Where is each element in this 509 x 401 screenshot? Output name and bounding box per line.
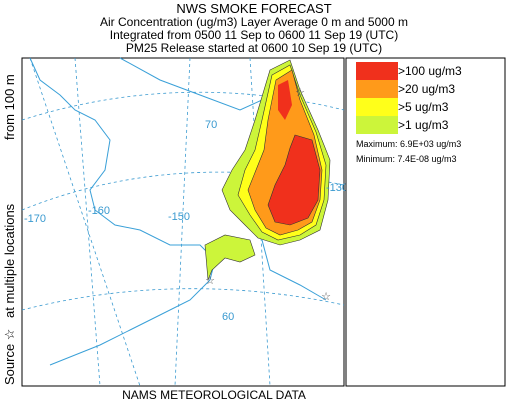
- side-label: from 100 m: [2, 74, 17, 140]
- legend-swatch: [356, 98, 398, 116]
- map-label: -170: [24, 213, 46, 225]
- source-marker: ☆: [205, 275, 215, 287]
- legend: >100 ug/m3 >20 ug/m3 >5 ug/m3 >1 ug/m3: [356, 62, 462, 134]
- map-label: 60: [222, 311, 234, 323]
- side-label: Source ☆: [2, 329, 17, 385]
- coastline: [119, 57, 263, 111]
- source-marker: ☆: [321, 291, 331, 303]
- source-marker: ☆: [295, 87, 305, 99]
- coastline: [49, 279, 211, 366]
- legend-label: >100 ug/m3: [398, 64, 462, 78]
- map-label: -160: [88, 205, 110, 217]
- coastline: [29, 57, 216, 281]
- subtitle: Air Concentration (ug/m3) Layer Average …: [100, 15, 408, 29]
- legend-maximum: Maximum: 6.9E+03 ug/m3: [356, 139, 461, 149]
- smoke-contour: [267, 134, 321, 226]
- subtitle: Integrated from 0500 11 Sep to 0600 11 S…: [110, 28, 398, 42]
- smoke-contour: [204, 234, 256, 281]
- graticule: [174, 57, 191, 387]
- graticule: [21, 288, 345, 311]
- map-label: -150: [168, 211, 190, 223]
- graticule: [29, 57, 141, 387]
- legend-swatch: [356, 62, 398, 80]
- legend-swatch: [356, 80, 398, 98]
- map: ☆ ☆ ☆ -170 -160 -150 -130 70 60: [21, 57, 348, 387]
- map-label: -130: [326, 182, 348, 194]
- graticule: [74, 57, 101, 387]
- legend-swatch: [356, 116, 398, 134]
- title: NWS SMOKE FORECAST: [176, 1, 331, 16]
- map-label: 70: [205, 119, 217, 131]
- subtitle: PM25 Release started at 0600 10 Sep 19 (…: [126, 41, 382, 55]
- side-label: at multiple locations: [2, 203, 17, 318]
- footer: NAMS METEOROLOGICAL DATA: [122, 388, 306, 401]
- legend-label: >5 ug/m3: [398, 100, 449, 114]
- coastline: [261, 239, 327, 301]
- legend-label: >20 ug/m3: [398, 82, 455, 96]
- legend-minimum: Minimum: 7.4E-08 ug/m3: [356, 154, 457, 164]
- smoke-contour: [278, 80, 292, 120]
- legend-label: >1 ug/m3: [398, 118, 449, 132]
